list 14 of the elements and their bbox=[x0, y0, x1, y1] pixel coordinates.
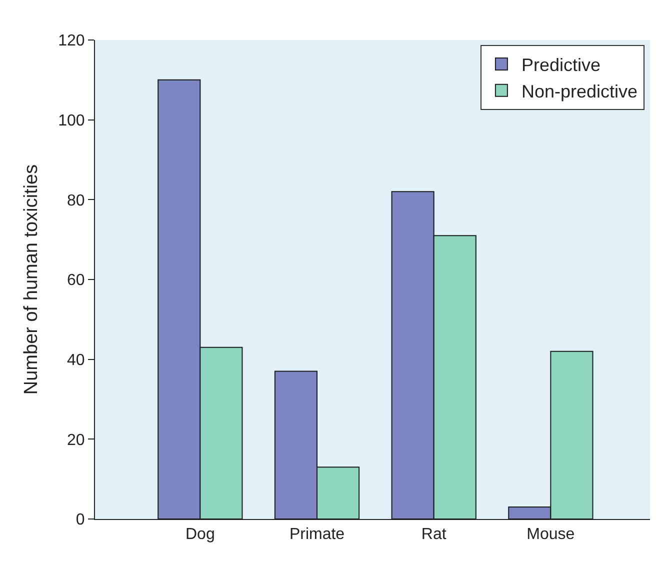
x-tick-label: Mouse bbox=[526, 526, 575, 544]
x-tick-label: Primate bbox=[289, 526, 345, 544]
x-tick-label: Dog bbox=[185, 526, 215, 544]
y-tick-label: 40 bbox=[67, 352, 85, 369]
y-axis-title: Number of human toxicities bbox=[20, 164, 42, 395]
legend-label: Predictive bbox=[521, 55, 600, 76]
y-tick-label: 60 bbox=[67, 272, 85, 290]
x-tick-label: Rat bbox=[421, 526, 447, 544]
y-tick-label: 120 bbox=[58, 32, 85, 50]
y-tick-label: 80 bbox=[67, 192, 85, 210]
y-tick-label: 0 bbox=[76, 512, 85, 529]
y-tick-label: 20 bbox=[67, 432, 85, 449]
legend-label: Non-predictive bbox=[521, 81, 638, 102]
y-tick-label: 100 bbox=[58, 112, 85, 130]
